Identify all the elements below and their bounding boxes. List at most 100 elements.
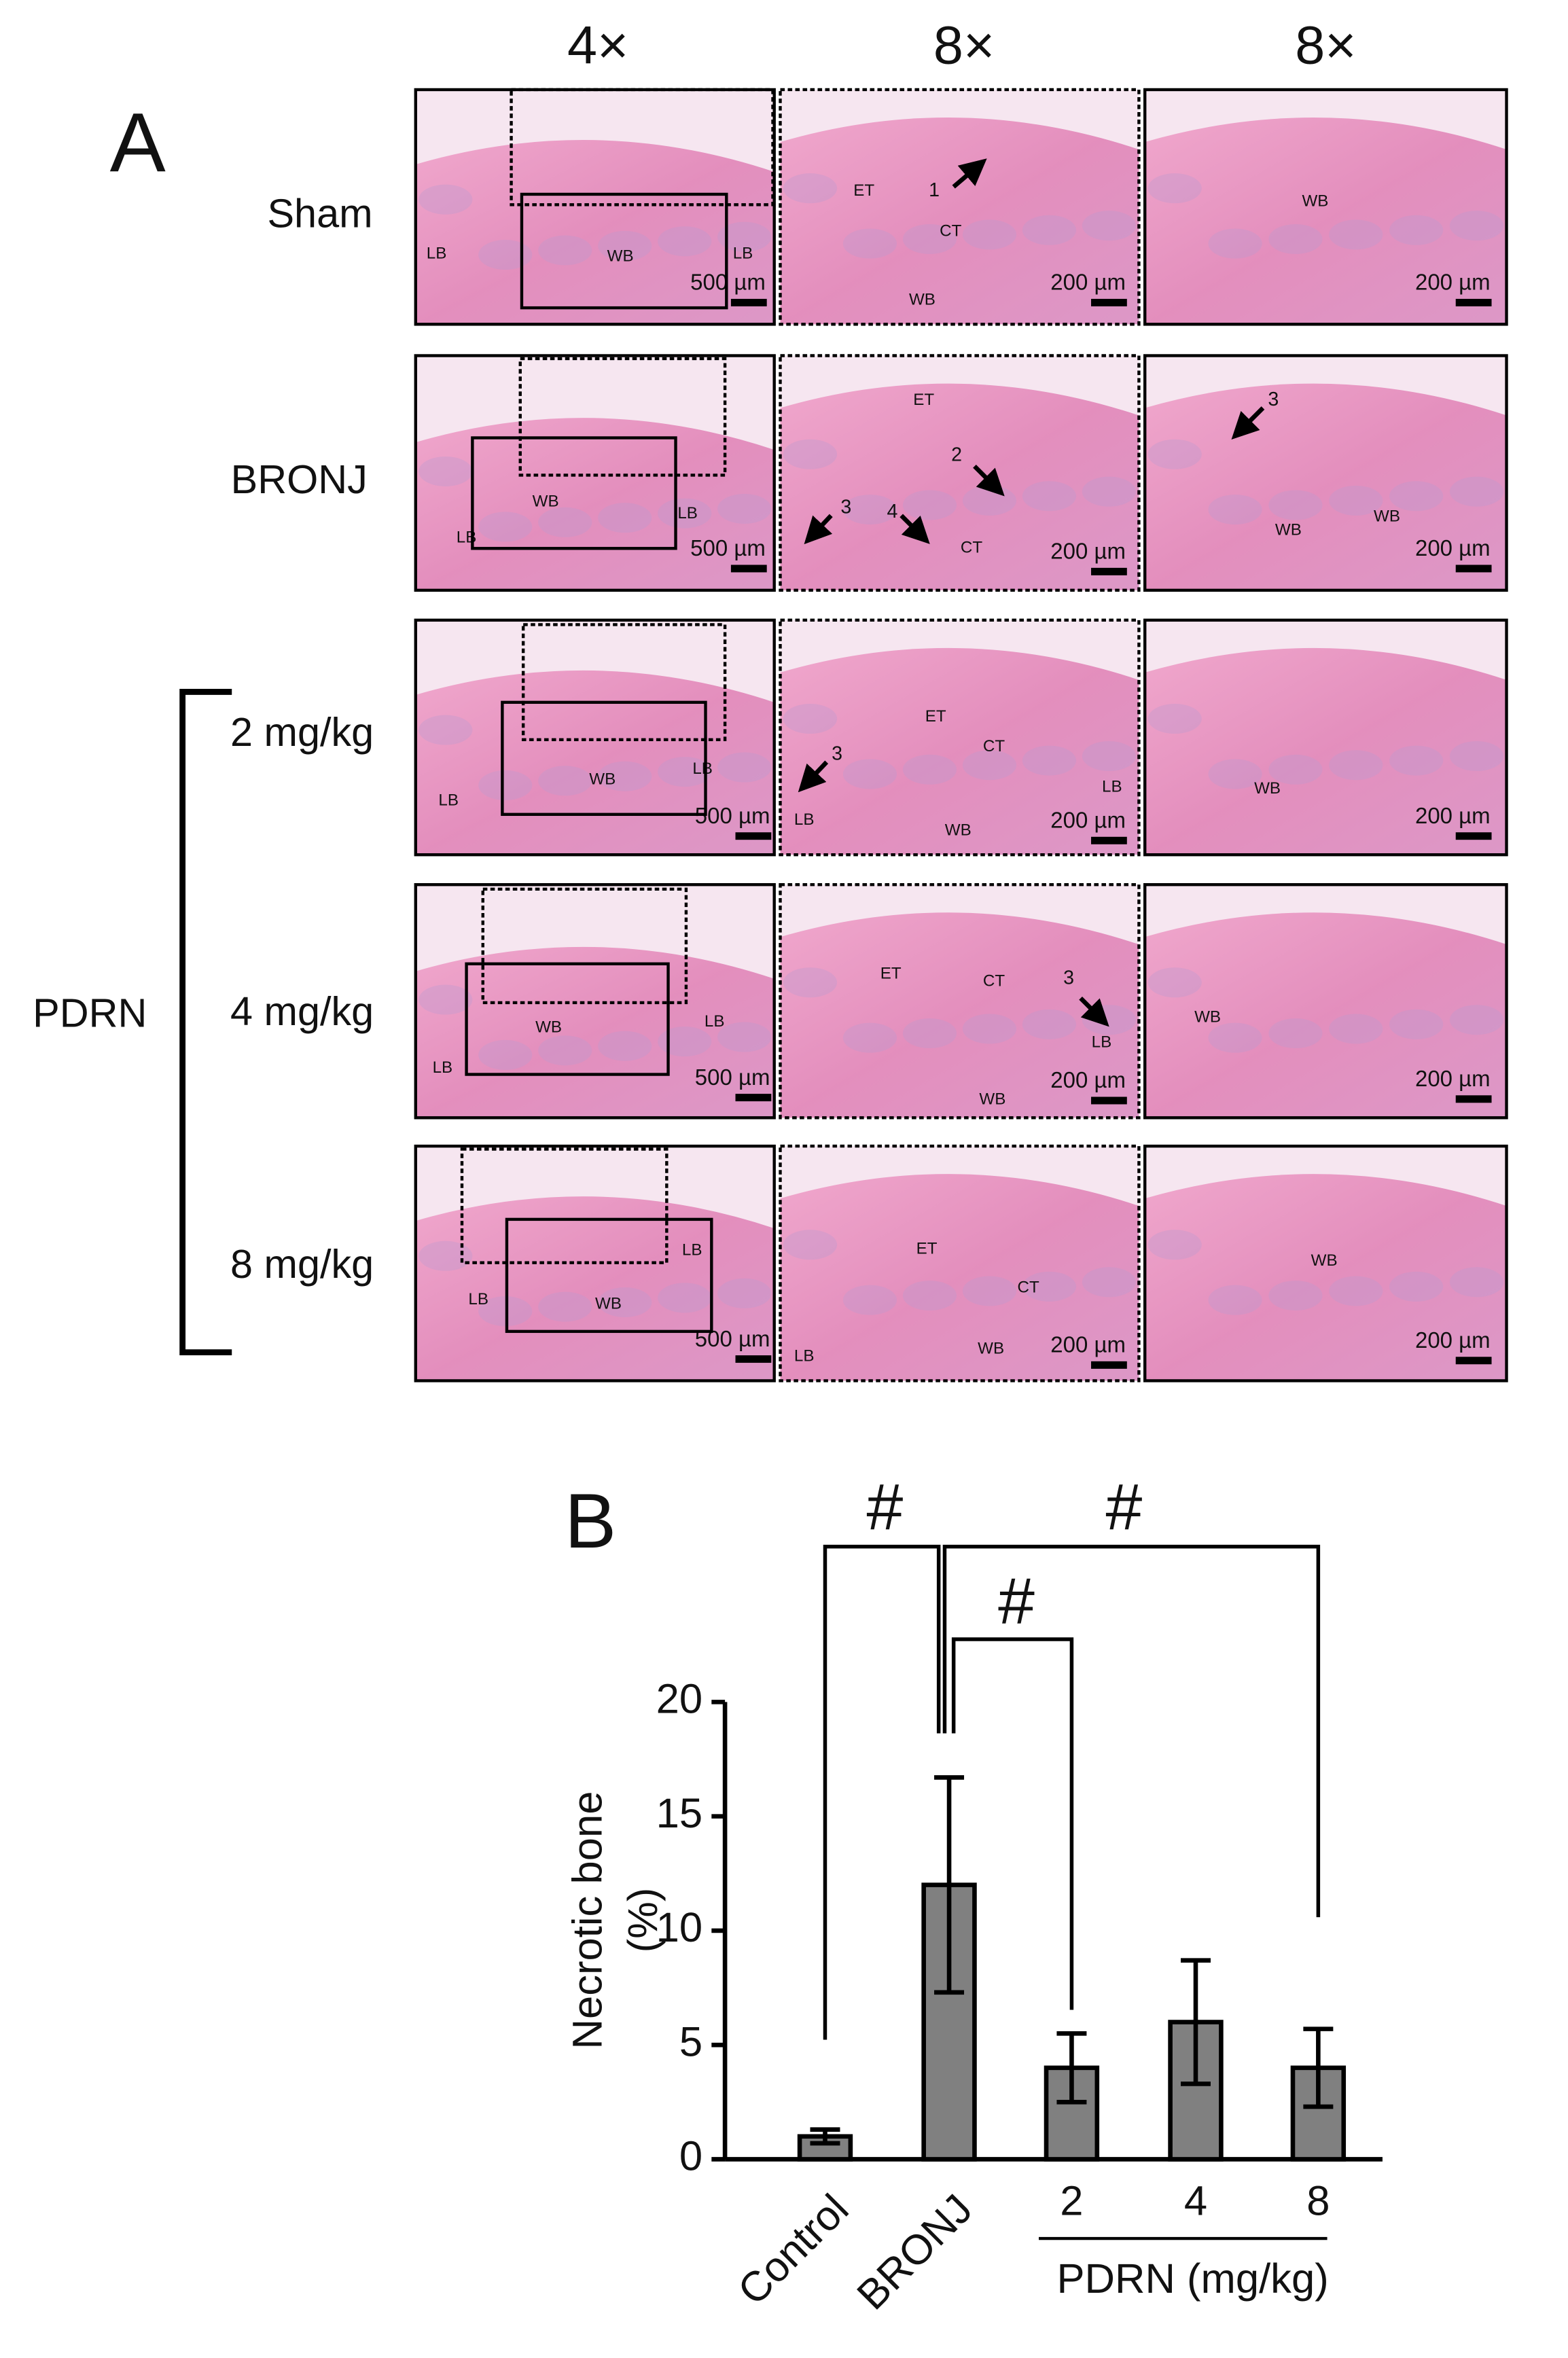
column-header: 4× (567, 15, 628, 75)
tissue-texture (783, 173, 838, 204)
x-tick-label: 8 (1306, 2178, 1330, 2225)
region-label: WB (1311, 1251, 1338, 1270)
scale-bar (1455, 832, 1492, 840)
tissue-texture (962, 1014, 1017, 1044)
tissue-texture (1329, 1276, 1383, 1306)
region-label: 3 (832, 743, 842, 764)
region-label: ET (880, 965, 902, 983)
tissue-texture (902, 224, 957, 254)
tissue-texture (1082, 211, 1137, 241)
tissue (415, 1196, 774, 1381)
tissue-texture (717, 1278, 772, 1308)
tissue-texture (1449, 1267, 1504, 1298)
tissue-texture (783, 967, 838, 998)
scale-label: 200 µm (1050, 539, 1126, 564)
arrow (1079, 997, 1109, 1027)
tissue-texture (478, 512, 533, 542)
region-label: LB (468, 1290, 488, 1308)
region-label: WB (1275, 520, 1302, 539)
y-tick-label: 20 (656, 1676, 703, 1723)
scale-label: 500 µm (690, 535, 766, 560)
tissue-texture (1268, 490, 1323, 520)
scale-bar (730, 298, 767, 306)
micrograph-frame (779, 354, 1141, 592)
tissue-texture (478, 1296, 533, 1327)
tissue-texture (1208, 1022, 1262, 1053)
zoom-box (521, 623, 727, 742)
tissue-texture (1268, 754, 1323, 785)
micrograph-frame (414, 618, 776, 857)
tissue-texture (1082, 1267, 1137, 1298)
region-label: ET (925, 707, 946, 726)
tissue (780, 647, 1139, 855)
arrow (952, 158, 987, 189)
tissue-texture (842, 495, 897, 525)
tissue-texture (717, 221, 772, 252)
arrow (798, 760, 829, 793)
tissue-texture (1147, 1230, 1202, 1260)
tissue-texture (1022, 745, 1077, 776)
tissue-texture (717, 1022, 772, 1052)
region-label: ET (853, 181, 874, 200)
zoom-box (465, 962, 670, 1076)
micrograph-frame (414, 354, 776, 592)
region-label: CT (983, 737, 1005, 755)
micrograph-frame (1143, 354, 1508, 592)
scale-label: 500 µm (690, 270, 766, 295)
region-label: LB (705, 1012, 725, 1031)
significance-mark: # (998, 1564, 1035, 1638)
tissue-texture (478, 1039, 533, 1070)
tissue-texture (842, 759, 897, 789)
region-label: LB (733, 244, 753, 262)
tissue-texture (1208, 1285, 1262, 1315)
arrow (899, 514, 930, 544)
tissue (1145, 647, 1507, 855)
tissue (1145, 1174, 1507, 1381)
tissue-texture (1389, 481, 1444, 512)
tissue-texture (1268, 224, 1323, 254)
group-bracket (179, 689, 232, 1356)
region-label: LB (1102, 778, 1122, 796)
significance-mark: # (1105, 1470, 1142, 1544)
tissue-texture (962, 1276, 1017, 1306)
arrow (973, 464, 1005, 497)
scale-label: 200 µm (1050, 1332, 1126, 1357)
zoom-box (460, 1147, 669, 1264)
scale-bar (1455, 565, 1492, 573)
tissue-texture (842, 228, 897, 259)
tissue-texture (658, 757, 712, 787)
region-label: LB (427, 244, 447, 262)
tissue-texture (717, 752, 772, 783)
bar (1168, 2020, 1224, 2162)
zoom-box (471, 436, 677, 550)
tissue-texture (1022, 1271, 1077, 1302)
scale-bar (1091, 298, 1127, 306)
region-label: CT (1018, 1278, 1039, 1296)
panel-label: A (110, 96, 166, 190)
region-label: 3 (1063, 967, 1074, 988)
region-label: CT (940, 221, 961, 240)
tissue-texture (962, 485, 1017, 516)
micrograph-frame (1143, 1144, 1508, 1382)
x-tick-label: BRONJ (848, 2185, 981, 2319)
row-label: BRONJ (231, 457, 368, 502)
scale-bar (730, 565, 767, 573)
y-axis-label: (%) (620, 1888, 666, 1953)
region-label: CT (983, 972, 1005, 990)
y-tick-label: 0 (679, 2133, 702, 2180)
region-label: LB (794, 1347, 815, 1365)
micrograph-frame (779, 618, 1141, 857)
tissue-texture (1082, 476, 1137, 507)
region-label: LB (438, 791, 459, 809)
tissue-texture (902, 1281, 957, 1311)
tissue-texture (842, 1022, 897, 1053)
tissue-texture (658, 226, 712, 257)
scale-bar (1091, 1361, 1127, 1369)
tissue-texture (1268, 1281, 1323, 1311)
scale-bar (1455, 1357, 1492, 1365)
region-label: 3 (840, 496, 851, 518)
tissue-texture (1329, 219, 1383, 250)
region-label: LB (677, 504, 698, 522)
micrograph-frame (1143, 88, 1508, 326)
